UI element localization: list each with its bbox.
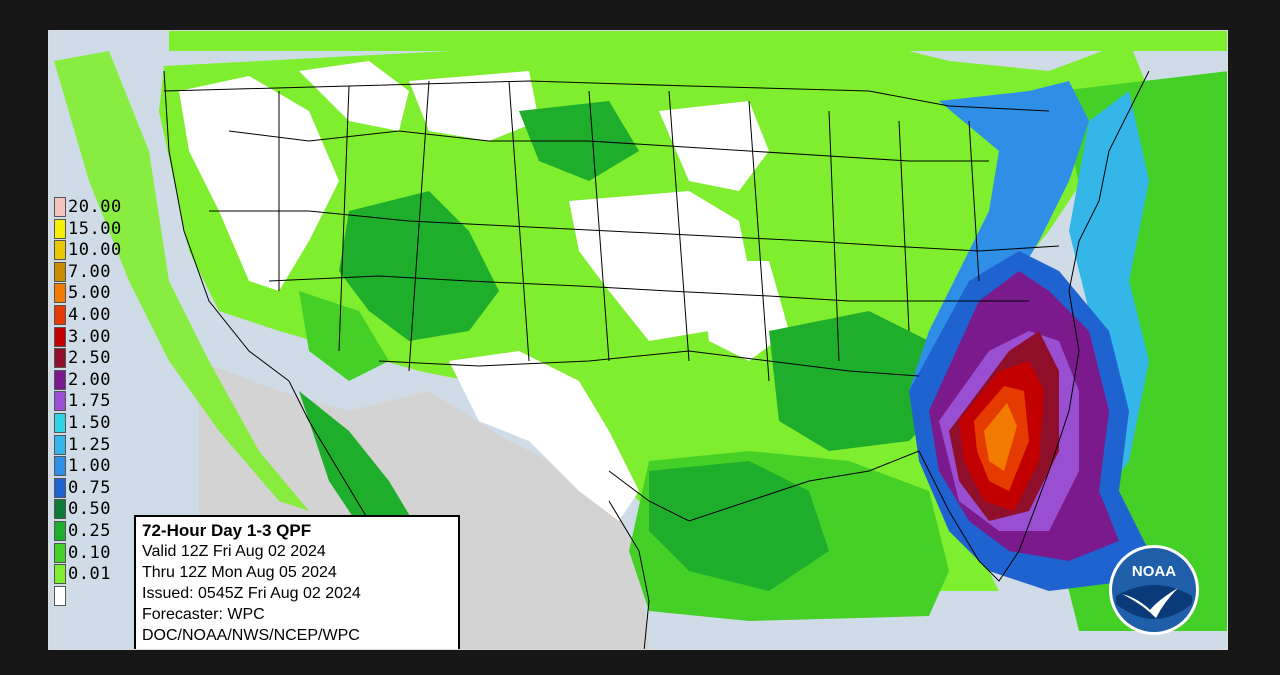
green-gulf-coast — [649, 461, 829, 591]
legend-label: 0.75 — [68, 477, 111, 498]
legend-swatch — [54, 391, 66, 412]
legend-label: 2.50 — [68, 348, 111, 369]
agency-line: DOC/NOAA/NWS/NCEP/WPC — [142, 627, 360, 644]
legend-label: 3.00 — [68, 326, 111, 347]
legend-row: 2.50 — [54, 347, 134, 369]
valid-line: Valid 12Z Fri Aug 02 2024 — [142, 543, 326, 560]
green-arizona — [299, 291, 389, 381]
legend-swatch — [54, 564, 66, 585]
dry-midwest — [659, 101, 769, 191]
pacific-green — [54, 51, 309, 511]
noaa-logo: NOAA — [1109, 545, 1199, 635]
legend-label: 2.00 — [68, 369, 111, 390]
map-title: 72-Hour Day 1-3 QPF — [142, 521, 312, 540]
green-southeast — [769, 311, 949, 451]
legend-swatch — [54, 542, 66, 563]
legend-row: 20.00 — [54, 196, 134, 218]
legend-swatch — [54, 283, 66, 304]
precipitation-map — [49, 31, 1227, 649]
issued-line: Issued: 0545Z Fri Aug 02 2024 — [142, 585, 361, 602]
legend-label: 5.00 — [68, 283, 111, 304]
legend-row: 0.01 — [54, 563, 134, 585]
legend-swatch — [54, 197, 66, 217]
legend-swatch — [54, 412, 66, 433]
info-box: 72-Hour Day 1-3 QPF Valid 12Z Fri Aug 02… — [134, 515, 460, 649]
legend-label: 7.00 — [68, 261, 111, 282]
legend-swatch — [54, 456, 66, 477]
legend-row: 0.75 — [54, 477, 134, 499]
legend-row: 15.00 — [54, 218, 134, 240]
dry-montana — [409, 71, 539, 141]
legend-label: 0.50 — [68, 499, 111, 520]
legend-swatch — [54, 326, 66, 347]
noaa-logo-text: NOAA — [1132, 563, 1176, 580]
legend-label: 0.10 — [68, 542, 111, 563]
legend-label: 0.01 — [68, 564, 111, 585]
legend-row: 1.00 — [54, 455, 134, 477]
legend-row: 1.25 — [54, 434, 134, 456]
legend-swatch — [54, 348, 66, 369]
legend-row — [54, 585, 134, 607]
legend-row: 0.10 — [54, 542, 134, 564]
legend-row: 2.00 — [54, 369, 134, 391]
qpf-map-frame: 20.00 15.00 10.00 7.00 5.00 4.00 3.00 2.50 2.00 1… — [48, 30, 1228, 650]
dry-northwest — [299, 61, 409, 131]
legend-row: 4.00 — [54, 304, 134, 326]
thru-line: Thru 12Z Mon Aug 05 2024 — [142, 564, 337, 581]
legend-swatch — [54, 520, 66, 541]
dry-central — [699, 261, 789, 361]
legend-swatch — [54, 585, 66, 606]
legend-label: 0.25 — [68, 520, 111, 541]
dry-west — [179, 76, 339, 291]
legend-label: 1.75 — [68, 391, 111, 412]
legend-row: 3.00 — [54, 326, 134, 348]
dry-texas — [449, 351, 639, 521]
legend-label: 10.00 — [68, 240, 122, 261]
legend-row: 7.00 — [54, 261, 134, 283]
dry-plains — [569, 191, 749, 341]
legend-label: 1.50 — [68, 412, 111, 433]
legend-swatch — [54, 304, 66, 325]
legend-swatch — [54, 261, 66, 282]
state-borders — [163, 70, 1150, 649]
legend-label: 15.00 — [68, 218, 122, 239]
legend-label: 4.00 — [68, 304, 111, 325]
orange-core — [984, 403, 1017, 471]
legend-swatch — [54, 369, 66, 390]
legend-label: 1.25 — [68, 434, 111, 455]
forecaster-line: Forecaster: WPC — [142, 606, 265, 623]
legend-swatch — [54, 218, 66, 239]
legend-swatch — [54, 434, 66, 455]
green-rockies — [339, 191, 499, 341]
legend-row: 1.50 — [54, 412, 134, 434]
legend-swatch — [54, 240, 66, 261]
legend-swatch — [54, 499, 66, 520]
legend-label: 1.00 — [68, 456, 111, 477]
legend-label: 20.00 — [68, 197, 122, 217]
legend-row: 0.50 — [54, 498, 134, 520]
legend-row: 5.00 — [54, 282, 134, 304]
precip-legend: 20.00 15.00 10.00 7.00 5.00 4.00 3.00 2.50 2.00 1… — [54, 196, 134, 606]
legend-row: 1.75 — [54, 390, 134, 412]
legend-swatch — [54, 477, 66, 498]
legend-row: 10.00 — [54, 239, 134, 261]
legend-row: 0.25 — [54, 520, 134, 542]
